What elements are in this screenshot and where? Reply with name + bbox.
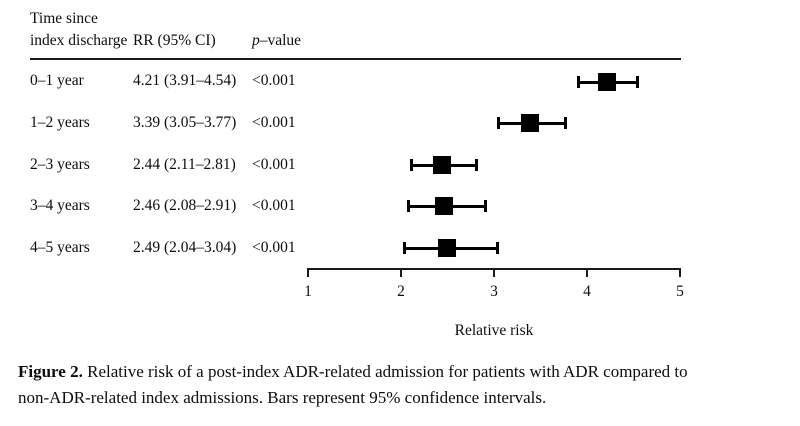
p-value-cell: <0.001 <box>252 72 296 89</box>
column-header-time-since-line1: Time since <box>30 10 98 27</box>
column-header-time-since-line2: index discharge <box>30 32 128 49</box>
rr-point-marker <box>437 239 456 257</box>
figure-caption-label: Figure 2. <box>18 362 83 381</box>
rr-ci-cell: 4.21 (3.91–4.54) <box>133 72 237 89</box>
p-value-cell: <0.001 <box>252 114 296 131</box>
p-value-cell: <0.001 <box>252 156 296 173</box>
table-row: 3–4 years 2.46 (2.08–2.91) <0.001 <box>30 196 360 216</box>
p-value-cell: <0.001 <box>252 197 296 214</box>
x-axis-tick <box>493 268 495 277</box>
x-axis-tick-label: 1 <box>304 283 312 300</box>
rr-ci-cell: 2.49 (2.04–3.04) <box>133 239 237 256</box>
rr-ci-cell: 2.44 (2.11–2.81) <box>133 156 236 173</box>
figure-caption: Figure 2. Relative risk of a post-index … <box>18 359 790 411</box>
x-axis-tick <box>679 268 681 277</box>
x-axis-tick-label: 4 <box>583 283 591 300</box>
table-row: 2–3 years 2.44 (2.11–2.81) <0.001 <box>30 155 360 175</box>
x-axis-tick-label: 2 <box>397 283 405 300</box>
p-value-cell: <0.001 <box>252 239 296 256</box>
time-period-cell: 3–4 years <box>30 197 90 214</box>
table-row: 0–1 year 4.21 (3.91–4.54) <0.001 <box>30 71 360 91</box>
figure-caption-line1: Figure 2. Relative risk of a post-index … <box>18 359 790 385</box>
ci-cap-right <box>564 117 568 129</box>
time-period-cell: 4–5 years <box>30 239 90 256</box>
ci-cap-right <box>635 76 639 88</box>
rr-point-marker <box>432 156 451 174</box>
ci-cap-right <box>484 200 488 212</box>
rr-ci-cell: 2.46 (2.08–2.91) <box>133 197 237 214</box>
ci-cap-left <box>497 117 501 129</box>
rr-ci-cell: 3.39 (3.05–3.77) <box>133 114 237 131</box>
ci-cap-left <box>577 76 581 88</box>
x-axis-tick <box>400 268 402 277</box>
ci-cap-right <box>474 159 478 171</box>
ci-cap-left <box>403 242 407 254</box>
ci-cap-left <box>406 200 410 212</box>
p-value-italic-p: p <box>252 32 260 49</box>
x-axis-tick-label: 3 <box>490 283 498 300</box>
time-period-cell: 1–2 years <box>30 114 90 131</box>
figure-caption-text1: Relative risk of a post-index ADR-relate… <box>87 362 688 381</box>
time-period-cell: 0–1 year <box>30 72 84 89</box>
x-axis-tick <box>586 268 588 277</box>
rr-point-marker <box>597 73 616 91</box>
x-axis-tick-label: 5 <box>676 283 684 300</box>
header-rule <box>30 58 681 60</box>
time-period-cell: 2–3 years <box>30 156 90 173</box>
x-axis-tick <box>307 268 309 277</box>
rr-point-marker <box>434 197 453 215</box>
rr-point-marker <box>521 114 540 132</box>
ci-cap-right <box>496 242 500 254</box>
column-header-p-value: p–value <box>252 31 301 51</box>
p-value-suffix: –value <box>259 32 302 49</box>
ci-cap-left <box>409 159 413 171</box>
figure-caption-line2: non-ADR-related index admissions. Bars r… <box>18 388 547 407</box>
x-axis-title: Relative risk <box>454 322 534 339</box>
table-row: 1–2 years 3.39 (3.05–3.77) <0.001 <box>30 113 360 133</box>
table-row: 4–5 years 2.49 (2.04–3.04) <0.001 <box>30 238 360 258</box>
column-header-rr-ci: RR (95% CI) <box>133 32 216 49</box>
